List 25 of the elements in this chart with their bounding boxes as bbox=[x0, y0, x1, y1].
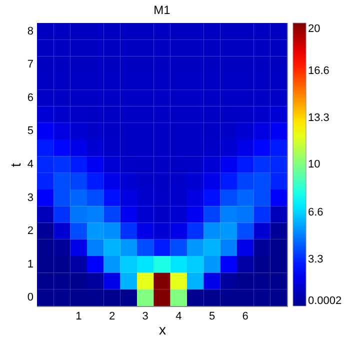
color-bar-label: 0.0002 bbox=[308, 295, 342, 307]
y-tick-label: 8 bbox=[27, 25, 34, 38]
chart-title: M1 bbox=[154, 3, 171, 17]
y-axis-title: t bbox=[7, 162, 24, 167]
y-tick-label: 4 bbox=[27, 158, 34, 170]
x-tick-label: 6 bbox=[242, 310, 248, 322]
y-tick-label: 3 bbox=[27, 192, 34, 204]
y-tick-label: 7 bbox=[27, 58, 34, 71]
y-tick-label: 6 bbox=[27, 92, 34, 104]
x-tick-label: 4 bbox=[176, 310, 182, 322]
x-tick-label: 1 bbox=[76, 310, 82, 322]
x-tick-label: 5 bbox=[208, 310, 216, 322]
color-bar-label: 20 bbox=[308, 23, 320, 35]
y-tick-label: 5 bbox=[27, 125, 34, 138]
x-tick-label: 2 bbox=[108, 310, 116, 322]
color-bar-label: 16.6 bbox=[308, 65, 330, 78]
color-bar-label: 6.6 bbox=[308, 206, 324, 219]
color-bar-label: 3.3 bbox=[308, 253, 324, 266]
color-bar-label: 13.3 bbox=[308, 112, 330, 124]
y-tick-label: 1 bbox=[27, 258, 34, 270]
y-tick-label: 0 bbox=[27, 292, 34, 304]
y-tick-label: 2 bbox=[27, 225, 34, 238]
x-tick-label: 3 bbox=[142, 310, 148, 322]
color-bar-label: 10 bbox=[308, 158, 320, 170]
x-axis-title: x bbox=[159, 322, 166, 338]
